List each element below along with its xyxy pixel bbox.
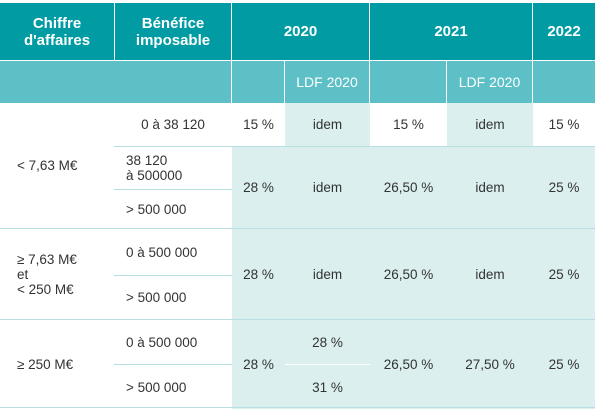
header-benefice-line1: Bénéfice [141, 14, 205, 32]
header-year-2022: 2022 [533, 3, 595, 60]
group1-row2-benefice-line1: 38 120 [126, 153, 168, 168]
subheader-left [0, 61, 231, 103]
row-divider [114, 146, 232, 147]
group1-chiffre-affaires: < 7,63 M€ [0, 103, 114, 228]
header-chiffre-affaires: Chiffre d'affaires [0, 3, 114, 60]
group1-merged-2020: 28 % [232, 147, 285, 228]
subheader-2022 [533, 61, 595, 103]
group2-ca-line3: < 250 M€ [17, 281, 74, 297]
group1-row1-ldf2021: idem [447, 103, 533, 146]
group1-row1-ldf2020: idem [285, 103, 370, 146]
group1-row1-2021: 15 % [370, 103, 447, 146]
row-divider [114, 275, 232, 276]
header-year-2021: 2021 [370, 3, 532, 60]
group3-2022: 25 % [533, 320, 595, 409]
header-benefice-line2: imposable [135, 31, 211, 49]
group2-row1-benefice: 0 à 500 000 [114, 229, 232, 275]
group3-row1-benefice: 0 à 500 000 [114, 320, 232, 364]
subheader-2021 [370, 61, 446, 103]
group2-merged-2022: 25 % [533, 229, 595, 319]
group-divider [0, 228, 595, 229]
group2-merged-ldf2020: idem [285, 229, 370, 319]
group1-row1-benefice: 0 à 38 120 [114, 103, 232, 146]
subheader-2020 [232, 61, 284, 103]
group1-row2-benefice-line2: à 500000 [126, 168, 183, 183]
group2-merged-ldf2021: idem [447, 229, 533, 319]
row-divider [114, 364, 232, 365]
group3-2021: 26,50 % [370, 320, 447, 409]
header-year-2020: 2020 [232, 3, 369, 60]
group2-row2-benefice: > 500 000 [114, 276, 232, 319]
header-benefice-imposable: Bénéfice imposable [115, 3, 231, 60]
group-divider [0, 319, 595, 320]
group3-2020: 28 % [232, 320, 285, 409]
subheader-ldf-2020-b: LDF 2020 [447, 61, 532, 103]
row-divider [285, 364, 370, 365]
header-ca-line1: Chiffre [32, 14, 82, 32]
header-ca-line2: d'affaires [23, 31, 91, 49]
group2-chiffre-affaires: ≥ 7,63 M€ et < 250 M€ [0, 229, 114, 319]
group2-merged-2021: 26,50 % [370, 229, 447, 319]
group1-merged-2022: 25 % [533, 147, 595, 228]
group2-ca-line1: ≥ 7,63 M€ [17, 251, 77, 267]
group2-ca-line2: et [17, 266, 29, 282]
group1-merged-ldf2020: idem [285, 147, 370, 228]
group3-ldf2020-row1: 28 % [285, 320, 370, 364]
group3-chiffre-affaires: ≥ 250 M€ [0, 320, 114, 409]
group1-row1-2020: 15 % [232, 103, 285, 146]
group3-ldf2021: 27,50 % [447, 320, 533, 409]
group1-merged-2021: 26,50 % [370, 147, 447, 228]
group3-ldf2020-row2: 31 % [285, 365, 370, 409]
row-divider [114, 189, 232, 190]
group2-merged-2020: 28 % [232, 229, 285, 319]
group1-merged-ldf2021: idem [447, 147, 533, 228]
group1-row2-benefice: 38 120 à 500000 [114, 147, 232, 189]
subheader-ldf-2020-a: LDF 2020 [285, 61, 369, 103]
group3-row2-benefice: > 500 000 [114, 365, 232, 409]
table-bottom-border [0, 407, 595, 408]
group1-row3-benefice: > 500 000 [114, 190, 232, 228]
group1-row1-2022: 15 % [533, 103, 595, 146]
row-divider [232, 146, 595, 147]
